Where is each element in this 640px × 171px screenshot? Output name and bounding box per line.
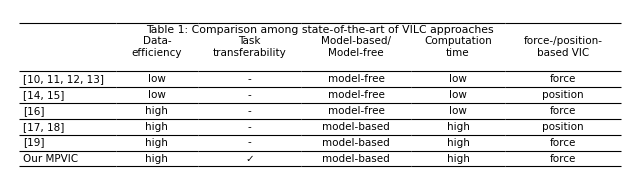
Text: Table 1: Comparison among state-of-the-art of VILC approaches: Table 1: Comparison among state-of-the-a… (146, 25, 494, 35)
